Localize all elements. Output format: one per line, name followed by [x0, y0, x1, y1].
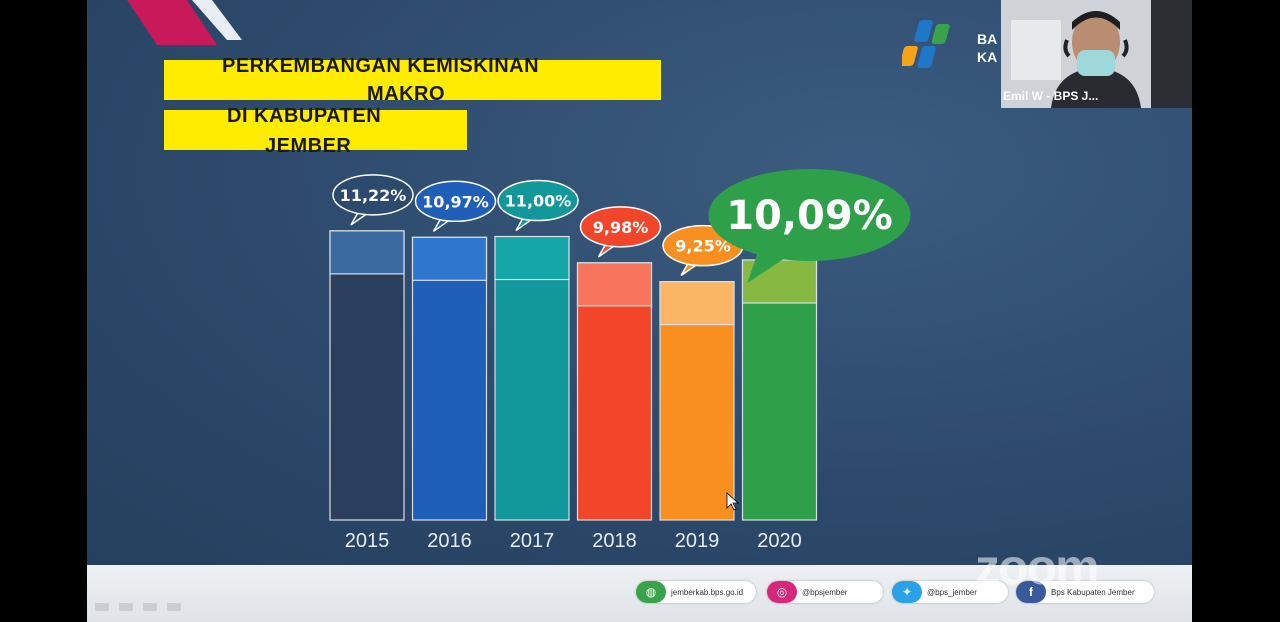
- footer-link-twitter-text: @bps_jember: [927, 587, 977, 597]
- footer-link-website-text: jemberkab.bps.go.id: [671, 587, 744, 597]
- data-label-2015: 11,22%: [340, 186, 407, 205]
- x-tick-label-2015: 2015: [345, 530, 390, 552]
- globe-icon: ◍: [636, 581, 666, 603]
- twitter-icon: ✦: [892, 581, 922, 603]
- zoom-watermark: zoom: [975, 539, 1100, 595]
- mouse-cursor-icon: [726, 492, 740, 511]
- bar-cap-2015: [329, 230, 405, 275]
- title-box-2: [164, 110, 467, 150]
- data-label-2020: 10,09%: [726, 193, 893, 239]
- bar-cap-2019: [659, 281, 735, 326]
- bar-cap-2016: [411, 236, 488, 281]
- corner-decoration: [127, 0, 242, 45]
- x-tick-label-2017: 2017: [510, 530, 555, 552]
- bar-cap-2017: [494, 235, 570, 281]
- title-line-3: DI KABUPATEN: [227, 105, 382, 127]
- facebook-icon: f: [1016, 581, 1046, 603]
- footer-link-twitter[interactable]: ✦ @bps_jember: [892, 581, 1008, 603]
- instagram-icon: ◎: [767, 581, 797, 603]
- x-tick-label-2020: 2020: [757, 530, 802, 552]
- title-line-2: MAKRO: [367, 83, 446, 105]
- poverty-bar-chart: 2015 11,22% 2016 10,97% 2017 11,00% 2018 9,98% 2…: [329, 169, 911, 552]
- logo-text: BA KA: [977, 30, 997, 66]
- x-tick-label-2019: 2019: [675, 530, 720, 552]
- data-label-2017: 11,00%: [505, 192, 572, 211]
- data-label-2018: 9,98%: [593, 218, 649, 237]
- data-label-bubble-2016: 10,97%: [414, 180, 497, 232]
- footer-link-instagram-text: @bpsjember: [802, 587, 848, 597]
- logo-text-line-2: KA: [977, 49, 998, 65]
- data-label-bubble-2018: 9,98%: [579, 206, 662, 258]
- participant-video-icon: [1001, 0, 1192, 108]
- participant-name-label: Emil W - BPS J...: [1003, 89, 1099, 103]
- bar-2015: [329, 230, 405, 521]
- bar-cap-2018: [576, 262, 653, 307]
- logo-text-line-1: BA: [977, 31, 998, 47]
- bar-2017: [494, 235, 570, 521]
- footer-link-facebook[interactable]: f Bps Kabupaten Jember: [1016, 581, 1154, 603]
- data-label-bubble-2015: 11,22%: [332, 174, 414, 226]
- bps-logo-icon: [902, 20, 950, 68]
- title-line-4: JEMBER: [265, 135, 352, 157]
- x-tick-label-2016: 2016: [427, 530, 472, 552]
- footer-toolbar-icons: [95, 603, 181, 611]
- data-label-2019: 9,25%: [675, 237, 731, 256]
- data-label-bubble-2020: 10,09%: [708, 169, 911, 283]
- footer-link-instagram[interactable]: ◎ @bpsjember: [767, 581, 883, 603]
- bar-2016: [411, 236, 488, 521]
- data-label-bubble-2017: 11,00%: [497, 179, 579, 232]
- title-line-1: PERKEMBANGAN KEMISKINAN: [222, 55, 540, 77]
- participant-video-tile[interactable]: [1001, 0, 1192, 108]
- data-label-2016: 10,97%: [422, 192, 489, 211]
- footer-link-facebook-text: Bps Kabupaten Jember: [1051, 587, 1135, 597]
- x-tick-label-2018: 2018: [592, 530, 637, 552]
- footer-link-website[interactable]: ◍ jemberkab.bps.go.id: [636, 581, 756, 603]
- title-box-1: [164, 60, 661, 100]
